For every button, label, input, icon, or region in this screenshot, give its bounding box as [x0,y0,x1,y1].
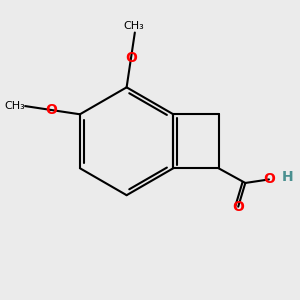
Text: CH₃: CH₃ [4,101,25,111]
Text: CH₃: CH₃ [123,21,144,31]
Text: O: O [232,200,244,214]
Text: H: H [282,170,294,184]
Text: O: O [45,103,57,117]
Text: O: O [125,52,137,65]
Text: O: O [263,172,275,186]
